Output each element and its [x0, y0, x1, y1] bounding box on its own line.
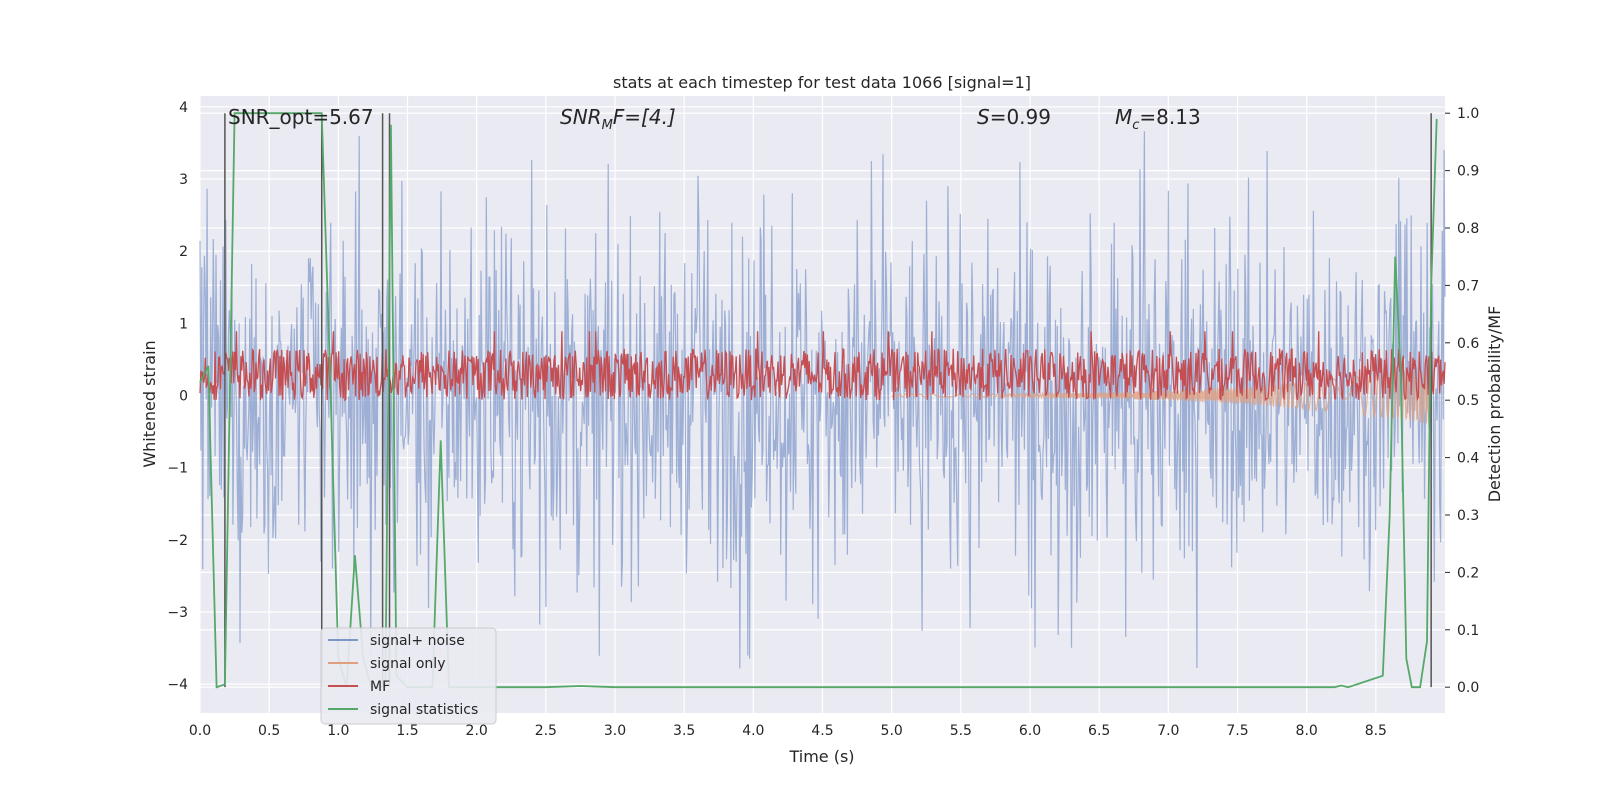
signal-statistics-series: [199, 112, 1438, 689]
x-tick-label: 6.0: [1019, 723, 1041, 739]
y-tick-label: 4: [179, 100, 188, 116]
y2-tick-label: 0.3: [1457, 508, 1479, 524]
y-tick-label: −4: [167, 677, 188, 693]
mc-annotation: Mc=8.13: [1115, 105, 1201, 133]
mf-line: [199, 331, 1446, 402]
x-tick-label: 0.0: [189, 723, 211, 739]
y2-tick-label: 0.9: [1457, 164, 1479, 180]
x-tick-label: 2.5: [535, 723, 557, 739]
y2-tick-label: 0.4: [1457, 451, 1479, 467]
y2-tick-label: 0.1: [1457, 623, 1479, 639]
snr-mf-annotation: SNRMF=[4.]: [560, 105, 676, 133]
axis-ticks: 0.0 0.5 1.0 1.5 2.0 2.5 3.0 3.5 4.0 4.5 5.0 5.5 6.0 6…: [167, 100, 1479, 739]
y-tick-label: 1: [179, 316, 188, 332]
legend: signal+ noise signal only MF signal stat…: [320, 627, 497, 725]
x-tick-label: 0.5: [258, 723, 280, 739]
x-tick-label: 4.0: [742, 723, 764, 739]
x-tick-label: 5.0: [881, 723, 903, 739]
legend-label-noise: signal+ noise: [370, 633, 465, 649]
x-tick-label: 4.5: [811, 723, 833, 739]
y2-tick-label: 1.0: [1457, 106, 1479, 122]
x-tick-label: 6.5: [1088, 723, 1110, 739]
y-tick-label: 0: [179, 388, 188, 404]
y2-tick-label: 0.6: [1457, 336, 1479, 352]
chart-title: stats at each timestep for test data 106…: [613, 73, 1031, 92]
x-tick-label: 2.0: [466, 723, 488, 739]
x-tick-label: 1.0: [327, 723, 349, 739]
legend-box: [320, 627, 497, 725]
y-tick-label: −2: [167, 533, 188, 549]
y2-tick-label: 0.5: [1457, 393, 1479, 409]
y-tick-label: −1: [167, 461, 188, 477]
x-tick-label: 1.5: [396, 723, 418, 739]
x-tick-label: 5.5: [950, 723, 972, 739]
x-tick-label: 7.5: [1226, 723, 1248, 739]
y-tick-label: −3: [167, 605, 188, 621]
legend-label-statistics: signal statistics: [370, 702, 478, 718]
y-tick-label: 3: [179, 172, 188, 188]
legend-label-signal-only: signal only: [370, 656, 445, 672]
legend-label-mf: MF: [370, 679, 390, 695]
x-tick-label: 8.0: [1296, 723, 1318, 739]
y-tick-label: 2: [179, 244, 188, 260]
x-tick-label: 8.5: [1365, 723, 1387, 739]
x-tick-label: 7.0: [1157, 723, 1179, 739]
s-annotation: S=0.99: [977, 105, 1051, 129]
y2-tick-label: 0.7: [1457, 278, 1479, 294]
y2-tick-label: 0.2: [1457, 565, 1479, 581]
x-tick-label: 3.0: [604, 723, 626, 739]
signal-statistics-line: [199, 112, 1438, 689]
vertical-markers: [224, 113, 1432, 688]
y2-tick-label: 0.8: [1457, 221, 1479, 237]
x-tick-label: 3.5: [673, 723, 695, 739]
x-axis-label: Time (s): [788, 747, 854, 766]
snr-opt-annotation: SNR_opt=5.67: [228, 105, 374, 129]
y2-tick-label: 0.0: [1457, 680, 1479, 696]
y-axis-label: Whitened strain: [140, 340, 159, 467]
y2-axis-label: Detection probability/MF: [1485, 306, 1504, 503]
mf-series: [199, 331, 1446, 402]
